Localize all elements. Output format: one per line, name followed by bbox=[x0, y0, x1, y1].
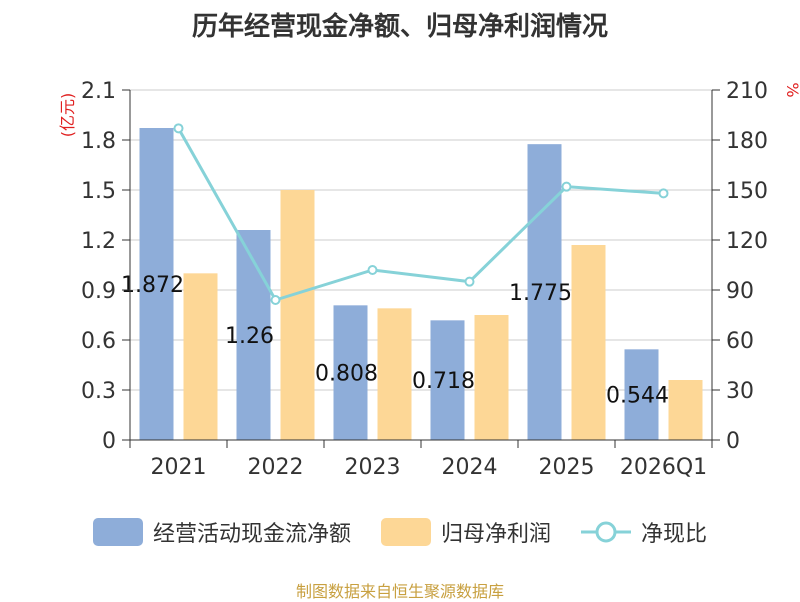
y-left-tick-label: 1.8 bbox=[81, 129, 116, 154]
bar-data-label: 1.775 bbox=[509, 281, 572, 306]
axes: 0 0.3 0.6 0.9 1.2 1.5 1.8 2.1 0 30 60 90 120 150 180 21… bbox=[81, 79, 768, 480]
bar bbox=[474, 315, 509, 440]
grid-lines bbox=[130, 89, 712, 391]
legend-item-profit[interactable]: 归母净利润 bbox=[380, 516, 551, 548]
y-left-tick-label: 0.6 bbox=[81, 329, 116, 354]
legend-label-profit: 归母净利润 bbox=[440, 522, 551, 547]
bar-data-label: 0.718 bbox=[412, 369, 475, 394]
y-right-axis-label: % bbox=[783, 82, 800, 97]
bar-data-label: 0.544 bbox=[606, 384, 669, 409]
y-left-tick-label: 0.3 bbox=[81, 379, 116, 404]
legend-swatch-cashflow bbox=[92, 518, 143, 546]
legend-swatch-ratio bbox=[581, 521, 631, 543]
bar bbox=[571, 245, 606, 440]
ratio-line-path bbox=[177, 127, 664, 302]
ratio-point bbox=[658, 188, 669, 199]
x-tick-label: 2022 bbox=[248, 455, 304, 480]
x-tick-label: 2026Q1 bbox=[620, 455, 707, 480]
bar bbox=[668, 380, 703, 440]
y-right-tick-label: 0 bbox=[726, 429, 740, 454]
y-left-tick-label: 1.5 bbox=[81, 179, 116, 204]
y-right-tick-label: 120 bbox=[726, 229, 768, 254]
ratio-point bbox=[270, 295, 281, 305]
bar-data-label: 1.26 bbox=[225, 324, 274, 349]
bar bbox=[280, 190, 315, 440]
legend: 经营活动现金流净额 归母净利润 净现比 bbox=[0, 516, 800, 548]
ratio-line bbox=[173, 123, 669, 305]
bar bbox=[377, 308, 412, 440]
y-left-tick-label: 0 bbox=[102, 429, 116, 454]
x-tick-label: 2023 bbox=[345, 455, 401, 480]
y-right-tick-label: 180 bbox=[726, 129, 768, 154]
ratio-point bbox=[173, 123, 184, 134]
bar bbox=[183, 273, 218, 440]
y-right-tick-label: 60 bbox=[726, 329, 754, 354]
bars bbox=[139, 128, 703, 440]
legend-swatch-profit bbox=[380, 518, 431, 546]
bar bbox=[624, 349, 659, 440]
legend-item-cashflow[interactable]: 经营活动现金流净额 bbox=[92, 516, 351, 548]
bar bbox=[236, 230, 271, 440]
bar-data-label: 1.872 bbox=[121, 273, 184, 298]
source-note: 制图数据来自恒生聚源数据库 bbox=[295, 582, 504, 601]
chart-title: 历年经营现金净额、归母净利润情况 bbox=[191, 12, 608, 42]
x-tick-label: 2024 bbox=[442, 455, 498, 480]
legend-label-ratio: 净现比 bbox=[641, 522, 708, 547]
ratio-point bbox=[367, 265, 378, 275]
y-left-tick-label: 2.1 bbox=[81, 79, 116, 104]
ratio-point bbox=[561, 181, 572, 192]
y-left-tick-label: 0.9 bbox=[81, 279, 116, 304]
y-right-tick-label: 30 bbox=[726, 379, 754, 404]
bar-data-label: 0.808 bbox=[315, 362, 378, 387]
legend-label-cashflow: 经营活动现金流净额 bbox=[152, 522, 351, 547]
x-tick-label: 2025 bbox=[539, 455, 595, 480]
ratio-point bbox=[464, 276, 475, 287]
data-labels: 1.872 1.26 0.808 0.718 1.775 0.544 bbox=[121, 273, 669, 409]
legend-item-ratio[interactable]: 净现比 bbox=[581, 516, 707, 548]
y-left-axis-label: (亿元) bbox=[58, 93, 77, 138]
bar bbox=[430, 320, 465, 440]
y-left-tick-label: 1.2 bbox=[81, 229, 116, 254]
bar bbox=[139, 128, 174, 440]
y-right-tick-label: 90 bbox=[726, 279, 754, 304]
bar bbox=[527, 144, 562, 440]
y-right-tick-label: 150 bbox=[726, 179, 768, 204]
x-tick-label: 2021 bbox=[151, 455, 207, 480]
y-right-tick-label: 210 bbox=[726, 79, 768, 104]
bar bbox=[333, 305, 368, 440]
